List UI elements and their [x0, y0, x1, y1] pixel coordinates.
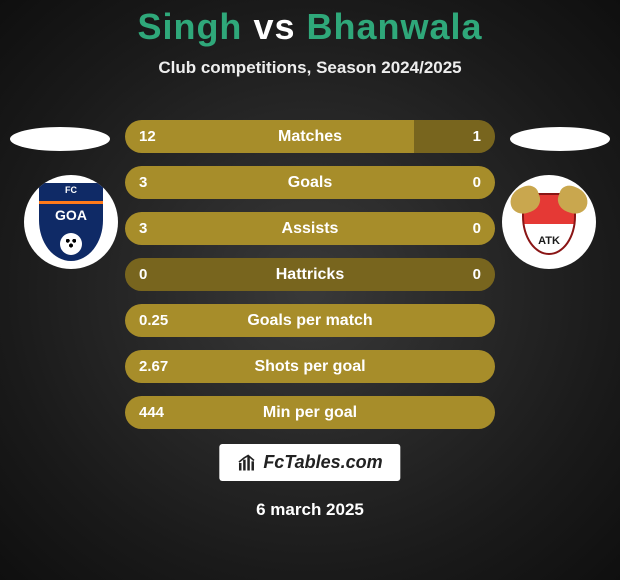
stat-label: Hattricks [189, 266, 431, 284]
date-text: 6 march 2025 [0, 500, 620, 520]
left-club-logo: FC GOA [24, 175, 118, 269]
right-ellipse [510, 127, 610, 151]
stat-row: 3Goals0 [125, 166, 495, 199]
stat-label: Goals per match [189, 312, 431, 330]
stat-row: 444Min per goal [125, 396, 495, 429]
vs-text: vs [253, 6, 295, 47]
stat-value-left: 3 [125, 174, 189, 191]
stat-label: Min per goal [189, 404, 431, 422]
stat-value-right: 0 [431, 220, 495, 237]
ball-icon [60, 233, 82, 255]
stat-value-left: 0.25 [125, 312, 189, 329]
stat-label: Matches [189, 128, 431, 146]
atk-badge: ATK [510, 183, 588, 261]
player2-name: Bhanwala [307, 6, 483, 47]
stat-value-right: 0 [431, 174, 495, 191]
stat-row: 0Hattricks0 [125, 258, 495, 291]
stat-row: 2.67Shots per goal [125, 350, 495, 383]
wings-icon [510, 183, 588, 215]
stat-row: 12Matches1 [125, 120, 495, 153]
player1-name: Singh [137, 6, 242, 47]
stat-value-left: 444 [125, 404, 189, 421]
left-club-line2: GOA [39, 207, 103, 223]
stat-value-left: 2.67 [125, 358, 189, 375]
stat-value-right: 0 [431, 266, 495, 283]
subtitle: Club competitions, Season 2024/2025 [0, 58, 620, 78]
brand-text: FcTables.com [263, 452, 382, 473]
brand-badge[interactable]: FcTables.com [219, 444, 400, 481]
stat-label: Assists [189, 220, 431, 238]
stat-value-left: 0 [125, 266, 189, 283]
right-club-logo: ATK [502, 175, 596, 269]
stat-label: Shots per goal [189, 358, 431, 376]
stat-bars: 12Matches13Goals03Assists00Hattricks00.2… [125, 120, 495, 442]
stat-row: 3Assists0 [125, 212, 495, 245]
chart-icon [237, 453, 257, 473]
left-club-line1: FC [39, 185, 103, 195]
stat-label: Goals [189, 174, 431, 192]
page-title: Singh vs Bhanwala [0, 0, 620, 48]
left-ellipse [10, 127, 110, 151]
stat-value-left: 12 [125, 128, 189, 145]
stat-value-right: 1 [431, 128, 495, 145]
fc-goa-badge: FC GOA [36, 180, 106, 264]
stat-row: 0.25Goals per match [125, 304, 495, 337]
stat-value-left: 3 [125, 220, 189, 237]
right-club-text: ATK [538, 235, 560, 247]
